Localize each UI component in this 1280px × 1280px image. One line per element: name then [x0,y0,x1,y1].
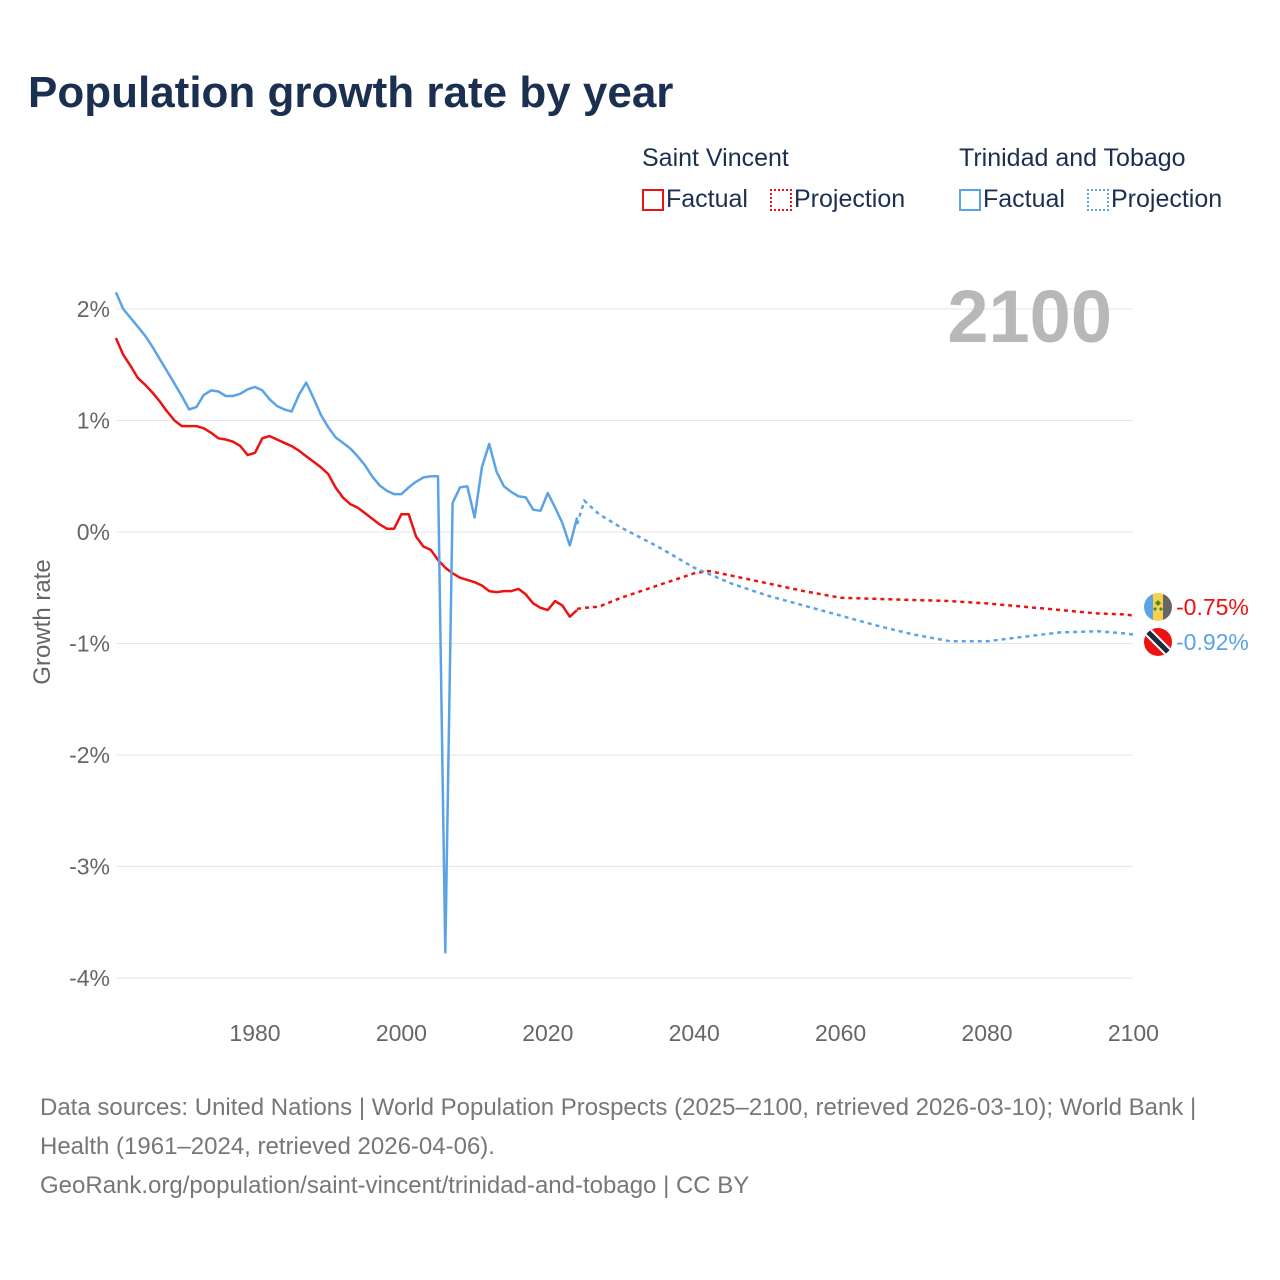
legend-label: Projection [1110,185,1223,213]
series-line-projection [576,569,1134,617]
legend-group-name: Saint Vincent [642,144,789,172]
legend-projection[interactable]: Projection [769,185,906,214]
x-tick-label: 1980 [229,1020,280,1046]
y-tick-label: -4% [69,965,110,991]
year-label: 2100 [947,275,1112,358]
series-line-projection [575,498,1134,643]
y-tick-label: -2% [69,742,110,768]
x-tick-label: 2080 [961,1020,1012,1046]
legend-trinidad: Trinidad and Tobago Factual Projection [959,144,1236,214]
footer: Data sources: United Nations | World Pop… [40,1088,1240,1205]
series-line-factual [114,337,578,618]
y-tick-label: 1% [77,408,110,434]
legend-factual[interactable]: Factual [642,185,748,214]
end-value-label: -0.75% [1176,594,1249,620]
solid-swatch-icon [642,188,664,211]
x-tick-label: 2020 [522,1020,573,1046]
legend-saint-vincent: Saint Vincent Factual Projection [642,144,919,214]
y-axis-label: Growth rate [29,559,56,684]
y-tick-label: -1% [69,631,110,657]
solid-swatch-icon [959,188,981,211]
source-link[interactable]: GeoRank.org/population/saint-vincent/tri… [40,1172,750,1199]
dotted-swatch-icon [1086,188,1109,211]
end-value-label: -0.92% [1176,629,1249,655]
y-tick-label: -3% [69,854,110,880]
legend-label: Factual [983,185,1065,213]
trinidad-flag-icon [1144,628,1172,656]
saint-vincent-flag-icon [1144,593,1172,621]
data-sources: Data sources: United Nations | World Pop… [40,1094,1197,1160]
legend-group-name: Trinidad and Tobago [959,144,1186,172]
legend-factual[interactable]: Factual [959,185,1065,214]
legend-projection[interactable]: Projection [1086,185,1223,214]
y-tick-label: 0% [77,519,110,545]
dotted-swatch-icon [769,188,792,211]
series-line-factual [114,291,579,954]
chart-title: Population growth rate by year [28,68,674,117]
y-tick-label: 2% [77,296,110,322]
x-tick-label: 2040 [669,1020,720,1046]
x-tick-label: 2000 [376,1020,427,1046]
legend-label: Factual [666,185,748,213]
x-tick-label: 2060 [815,1020,866,1046]
legend-label: Projection [793,185,906,213]
x-tick-label: 2100 [1108,1020,1159,1046]
